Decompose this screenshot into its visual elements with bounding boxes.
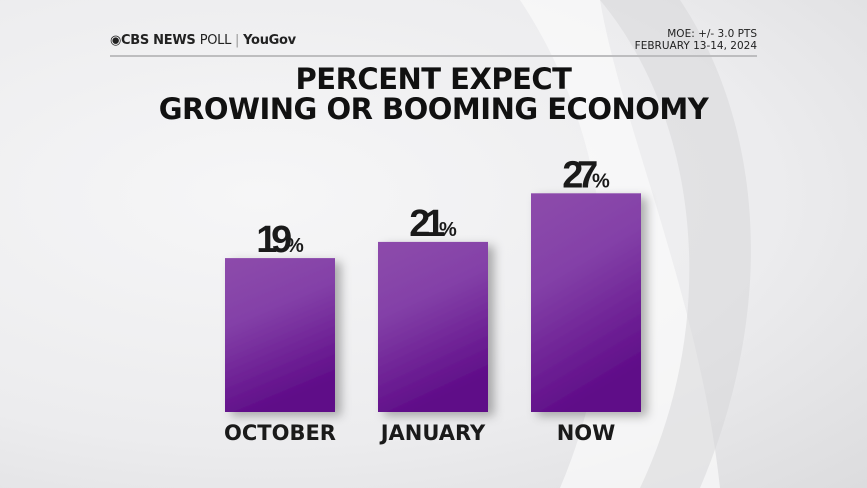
bar-now xyxy=(531,193,641,412)
bar-october xyxy=(225,258,335,412)
category-label: OCTOBER xyxy=(224,421,336,445)
data-label: 27% xyxy=(562,154,610,196)
header-divider xyxy=(110,55,757,57)
title-line-2: GROWING OR BOOMING ECONOMY xyxy=(158,92,709,126)
data-label: 21% xyxy=(409,203,457,245)
margin-of-error: MOE: +/- 3.0 PTS xyxy=(667,28,757,40)
category-label: NOW xyxy=(557,421,616,445)
cbs-news-poll-logo: ◉CBS NEWS POLL | YouGov xyxy=(110,33,296,48)
title-line-1: PERCENT EXPECT xyxy=(295,62,572,96)
logo-text: CBS NEWS xyxy=(121,33,196,48)
data-label: 19% xyxy=(256,219,304,261)
bar-january xyxy=(378,241,488,412)
logo-poll: POLL xyxy=(199,33,232,48)
yougov-logo: YouGov xyxy=(243,33,296,48)
poll-meta: MOE: +/- 3.0 PTS FEBRUARY 13-14, 2024 xyxy=(635,28,757,52)
category-label: JANUARY xyxy=(379,421,486,445)
cbs-eye-icon: ◉ xyxy=(110,33,122,48)
chart-title: PERCENT EXPECT GROWING OR BOOMING ECONOM… xyxy=(0,64,867,124)
poll-dates: FEBRUARY 13-14, 2024 xyxy=(634,40,757,52)
